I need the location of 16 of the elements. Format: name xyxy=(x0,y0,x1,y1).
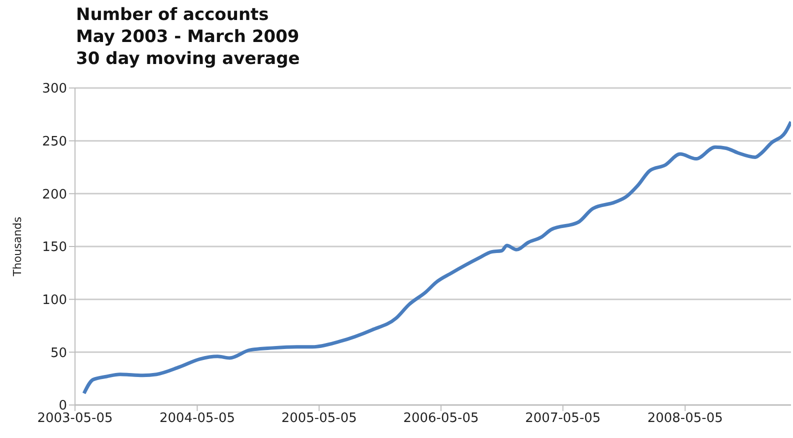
x-tick-label: 2004-05-05 xyxy=(159,411,236,426)
x-tick-label: 2003-05-05 xyxy=(37,411,113,426)
y-tick-label: 250 xyxy=(42,134,67,150)
x-tick-label: 2007-05-05 xyxy=(525,411,601,426)
y-tick-label: 50 xyxy=(50,346,67,361)
x-tick-label: 2006-05-05 xyxy=(403,411,479,426)
chart-title: Number of accounts xyxy=(76,4,270,26)
line-series xyxy=(82,120,791,396)
chart-subtitle: May 2003 - March 2009 30 day moving average xyxy=(76,26,300,70)
y-axis-title: Thousands xyxy=(10,216,24,278)
y-tick-label: 200 xyxy=(42,187,67,202)
y-tick-label: 300 xyxy=(42,82,67,97)
y-tick-label: 100 xyxy=(42,292,67,308)
x-tick-label: 2008-05-05 xyxy=(647,411,723,426)
y-tick-label: 150 xyxy=(42,240,67,256)
x-tick-label: 2005-05-05 xyxy=(281,411,357,426)
